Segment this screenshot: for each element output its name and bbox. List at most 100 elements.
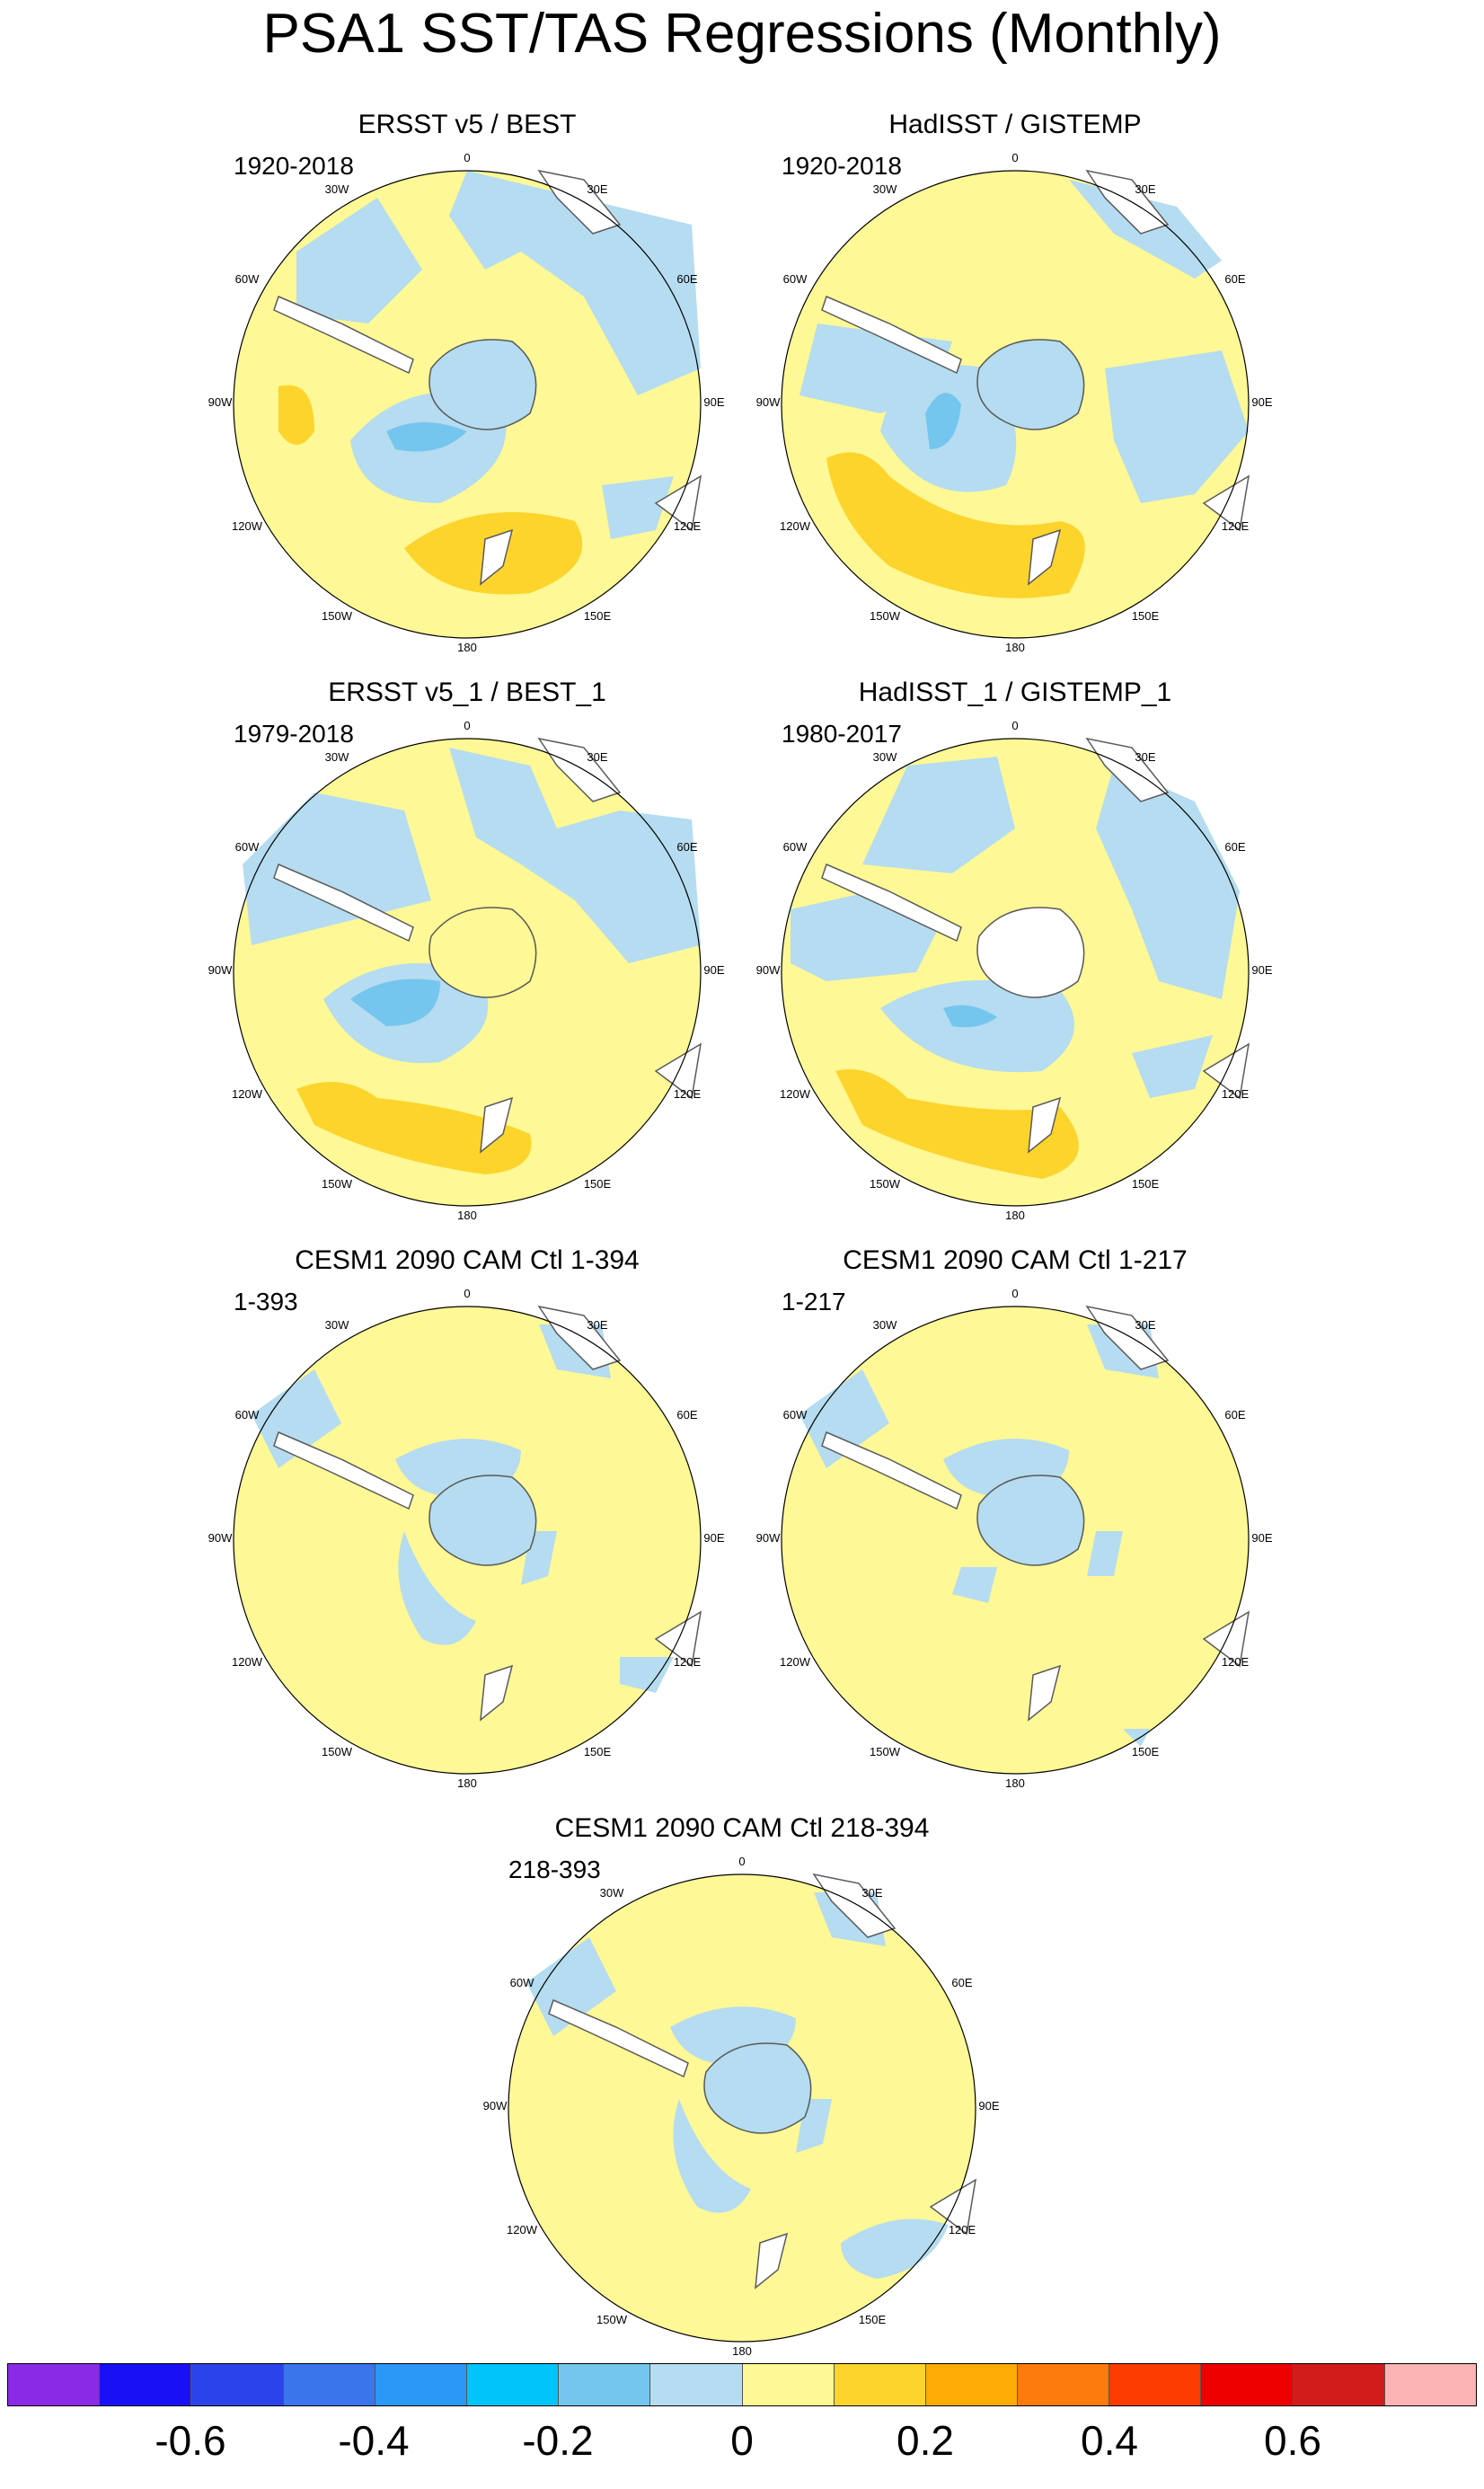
lon-label-90e: 90E (703, 1531, 724, 1545)
map-boundary-circle (233, 1306, 702, 1775)
south-america-coast (273, 863, 414, 943)
lon-label-120e: 120E (1222, 1655, 1250, 1669)
antarctic-coast (976, 1475, 1085, 1566)
lon-label-180: 180 (1005, 641, 1025, 654)
colorbar-swatch-0 (8, 2364, 101, 2405)
lon-label-90e: 90E (1251, 963, 1272, 977)
lon-label-90e: 90E (1251, 395, 1272, 409)
polar-map-4: 0 30E 60E 90E 120E 150E 180 150W 120W 90… (756, 719, 1273, 1222)
lon-label-60e: 60E (1224, 272, 1245, 286)
panel-years: 1-393 (234, 1288, 298, 1315)
regression-field-negative (1096, 766, 1240, 999)
colorbar (7, 2363, 1477, 2406)
lon-label-90w: 90W (483, 2099, 508, 2113)
lon-label-60e: 60E (676, 1408, 697, 1422)
lon-label-150e: 150E (859, 2313, 887, 2326)
colorbar-swatch-1 (100, 2364, 192, 2405)
regression-field-strong-positive (278, 385, 314, 445)
panel-years: 1-217 (782, 1288, 846, 1315)
africa-coast (537, 737, 622, 802)
south-america-coast (273, 1431, 414, 1510)
regression-field-negative (252, 1369, 341, 1468)
regression-field-negative (952, 1567, 997, 1603)
colorbar-swatch-14 (1293, 2364, 1385, 2405)
lon-label-150w: 150W (596, 2313, 628, 2326)
lon-label-60e: 60E (676, 840, 697, 854)
lon-label-0: 0 (464, 151, 470, 164)
regression-field-negative (449, 748, 701, 963)
lon-label-120w: 120W (507, 2223, 538, 2237)
south-america-coast (273, 295, 414, 375)
colorbar-swatch-3 (283, 2364, 375, 2405)
regression-field-negative (526, 1937, 616, 2036)
map-panel-5: CESM1 2090 CAM Ctl 1-394 1-393 0 30E 60E… (208, 1244, 725, 1790)
lon-label-60e: 60E (676, 272, 697, 286)
panel-years: 218-393 (508, 1856, 601, 1883)
lon-label-60e: 60E (951, 1976, 972, 1989)
lon-label-120e: 120E (674, 1655, 702, 1669)
africa-coast (1085, 169, 1170, 235)
colorbar-swatch-4 (375, 2364, 467, 2405)
lon-label-150e: 150E (584, 1745, 612, 1758)
lon-label-150e: 150E (1132, 1177, 1160, 1191)
lon-label-150w: 150W (870, 1745, 901, 1758)
panel-years: 1979-2018 (234, 720, 354, 748)
colorbar-tick-label: -0.4 (338, 2417, 410, 2464)
polar-map-2: 0 30E 60E 90E 120E 150E 180 150W 120W 90… (756, 151, 1273, 654)
new-zealand-coast (1028, 528, 1062, 586)
colorbar-tick-label: -0.6 (155, 2417, 226, 2464)
lon-label-30w: 30W (325, 182, 349, 196)
new-zealand-coast (1028, 1664, 1062, 1722)
lon-label-30w: 30W (873, 750, 897, 764)
new-zealand-coast (755, 2232, 789, 2290)
polar-map-7: 0 30E 60E 90E 120E 150E 180 150W 120W 90… (483, 1855, 1000, 2358)
regression-field-negative (602, 476, 674, 539)
regression-field-strong-negative (943, 1005, 997, 1028)
lon-label-120e: 120E (949, 2223, 976, 2237)
map-panel-7: CESM1 2090 CAM Ctl 218-394 218-393 0 30E… (483, 1811, 1000, 2358)
regression-field-strong-negative (925, 393, 961, 449)
lon-label-90w: 90W (756, 395, 781, 409)
regression-field-negative (799, 1369, 889, 1468)
lon-label-30e: 30E (1135, 182, 1155, 196)
lon-label-180: 180 (457, 1776, 477, 1790)
regression-field-negative (620, 1657, 674, 1693)
map-panel-6: CESM1 2090 CAM Ctl 1-217 1-217 0 30E 60E… (756, 1244, 1273, 1790)
lon-label-120w: 120W (232, 1655, 263, 1669)
lon-label-120w: 120W (780, 519, 811, 533)
colorbar-tick-label: 0.4 (1081, 2417, 1138, 2464)
colorbar-swatch-6 (559, 2364, 651, 2405)
lon-label-30e: 30E (1135, 750, 1155, 764)
panel-title: HadISST / GISTEMP (888, 110, 1142, 139)
lon-label-60e: 60E (1224, 1408, 1245, 1422)
regression-field-negative (1105, 350, 1249, 503)
colorbar-swatch-13 (1201, 2364, 1294, 2405)
lon-label-30w: 30W (873, 182, 897, 196)
lon-label-30e: 30E (1135, 1318, 1155, 1332)
lon-label-90w: 90W (208, 395, 233, 409)
regression-field-negative (449, 171, 701, 395)
lon-label-150w: 150W (322, 1745, 353, 1758)
colorbar-swatch-12 (1109, 2364, 1202, 2405)
lon-label-120e: 120E (1222, 1087, 1250, 1101)
south-america-coast (548, 1998, 689, 2078)
regression-field-negative (1123, 1729, 1150, 1747)
lon-label-30w: 30W (325, 1318, 349, 1332)
lon-label-150e: 150E (1132, 1745, 1160, 1758)
lon-label-30w: 30W (600, 1886, 624, 1900)
map-panel-3: ERSST v5_1 / BEST_1 1979-2018 0 30E 60E … (208, 676, 725, 1222)
new-zealand-coast (480, 1096, 514, 1154)
lon-label-150w: 150W (870, 1177, 901, 1191)
lon-label-150e: 150E (584, 609, 612, 623)
figure-title: PSA1 SST/TAS Regressions (Monthly) (262, 3, 1222, 65)
antarctic-coast (428, 907, 537, 998)
south-america-coast (821, 295, 962, 375)
colorbar-tick-label: 0.6 (1264, 2417, 1321, 2464)
map-boundary-circle (781, 738, 1250, 1207)
regression-field-strong-negative (350, 979, 440, 1026)
lon-label-30e: 30E (587, 750, 607, 764)
regression-field-negative (862, 757, 1015, 873)
lon-label-120e: 120E (1222, 519, 1250, 533)
lon-label-90e: 90E (1251, 1531, 1272, 1545)
panel-years: 1920-2018 (782, 152, 902, 180)
